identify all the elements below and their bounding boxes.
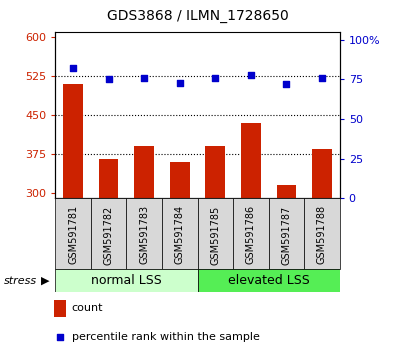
Bar [55,269,198,292]
Text: GSM591788: GSM591788 [317,205,327,264]
Text: GDS3868 / ILMN_1728650: GDS3868 / ILMN_1728650 [107,9,288,23]
Bar [99,159,118,198]
Point [177,80,183,85]
Text: GSM591781: GSM591781 [68,205,78,264]
Bar [91,198,126,269]
Bar [134,146,154,198]
Bar [54,300,66,317]
Bar [233,198,269,269]
Text: count: count [72,303,103,313]
Text: ▶: ▶ [41,275,50,286]
Bar [241,123,261,198]
Text: stress: stress [4,275,37,286]
Point [212,75,218,81]
Point [70,65,76,71]
Point [141,75,147,81]
Text: GSM591783: GSM591783 [139,205,149,264]
Text: GSM591786: GSM591786 [246,205,256,264]
Bar [304,198,340,269]
Point [105,76,112,82]
Bar [63,84,83,198]
Point [248,72,254,78]
Bar [269,198,304,269]
Text: GSM591785: GSM591785 [210,205,220,264]
Bar [198,198,233,269]
Bar [55,198,91,269]
Point [57,334,63,340]
Text: GSM591782: GSM591782 [103,205,114,264]
Point [319,75,325,81]
Bar [198,269,340,292]
Bar [162,198,198,269]
Bar [312,149,332,198]
Text: GSM591787: GSM591787 [281,205,292,264]
Bar [205,146,225,198]
Point [283,81,290,87]
Bar [170,162,190,198]
Bar [126,198,162,269]
Text: percentile rank within the sample: percentile rank within the sample [72,332,260,342]
Text: GSM591784: GSM591784 [175,205,185,264]
Bar [276,185,296,198]
Text: elevated LSS: elevated LSS [228,274,309,287]
Text: normal LSS: normal LSS [91,274,162,287]
